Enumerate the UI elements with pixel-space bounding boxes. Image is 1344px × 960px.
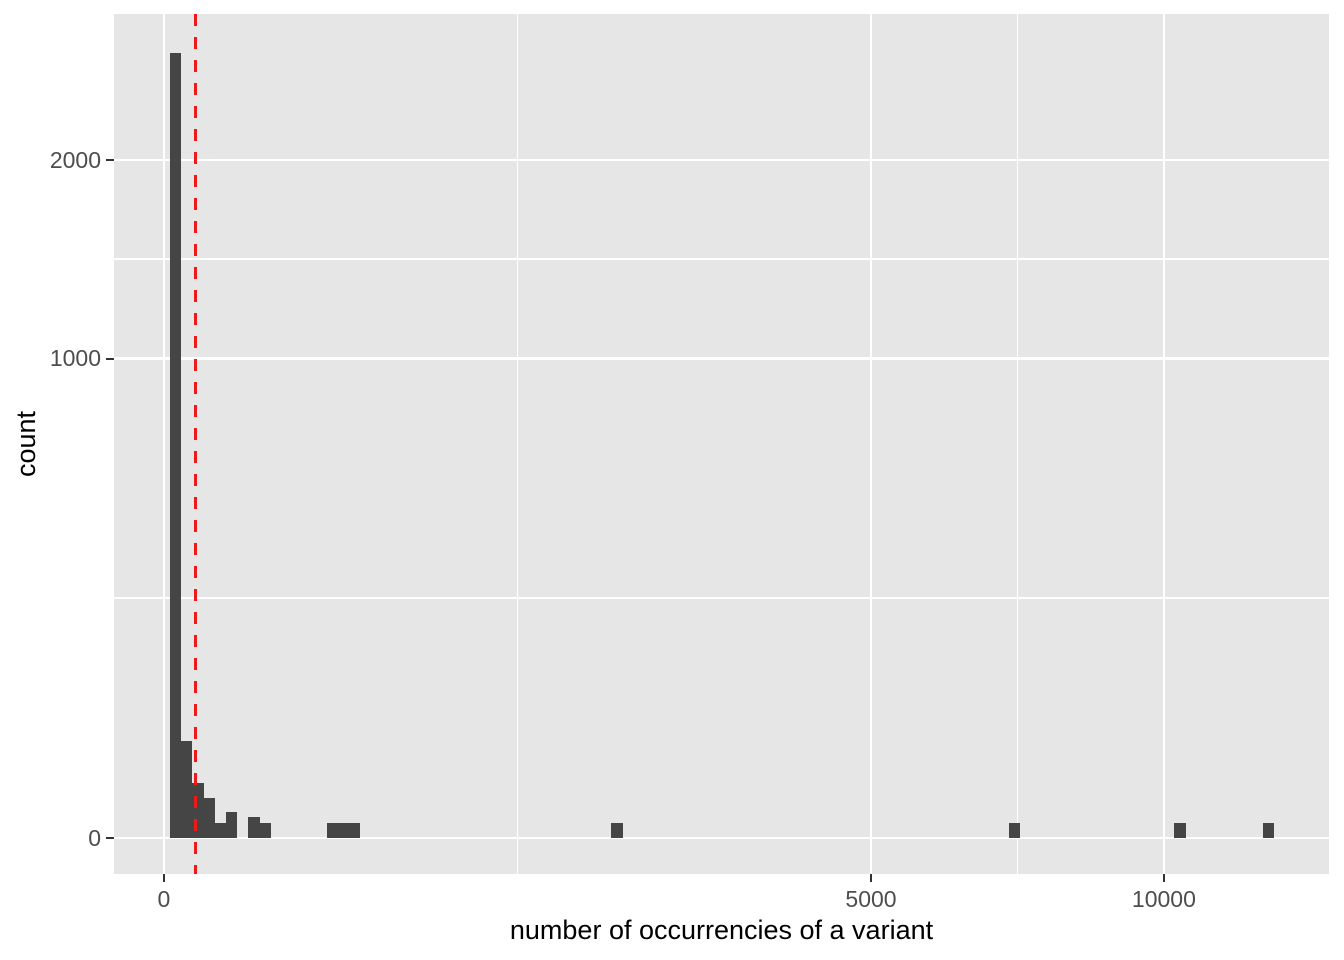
histogram-bar (248, 816, 260, 838)
plot-panel (114, 14, 1329, 874)
histogram-bar (192, 783, 204, 838)
x-tick-mark (162, 874, 165, 882)
histogram-bar (349, 822, 361, 838)
x-major-gridline (1162, 14, 1166, 874)
histogram-bar (337, 822, 350, 838)
threshold-line (193, 14, 198, 874)
y-tick-label: 1000 (49, 345, 101, 372)
x-tick-label: 5000 (845, 886, 897, 912)
y-tick-label: 2000 (49, 146, 101, 173)
y-major-gridline (114, 357, 1329, 360)
y-minor-gridline (114, 597, 1329, 600)
histogram-bar (1262, 822, 1274, 838)
x-tick-mark (870, 874, 872, 882)
x-major-gridline (162, 14, 166, 874)
histogram-bar (611, 822, 623, 838)
y-tick-label: 0 (88, 824, 101, 851)
y-axis-title: count (11, 410, 41, 478)
histogram-bar (181, 740, 193, 838)
histogram-bar (1174, 822, 1186, 838)
y-major-gridline (114, 836, 1329, 840)
histogram-bar (326, 822, 338, 838)
y-tick-mark (106, 837, 114, 839)
x-minor-gridline (1016, 14, 1019, 874)
x-tick-mark (1162, 874, 1165, 882)
histogram-bar (259, 822, 271, 838)
x-major-gridline (869, 14, 873, 874)
x-tick-label: 0 (157, 886, 171, 912)
y-tick-mark (106, 357, 114, 360)
histogram-bar (1008, 822, 1021, 838)
histogram-bar (170, 53, 182, 838)
histogram-bar (203, 797, 215, 838)
histogram-bar (214, 822, 227, 838)
x-tick-label: 10000 (1131, 886, 1196, 912)
y-major-gridline (114, 158, 1329, 162)
y-tick-mark (106, 159, 114, 162)
histogram-bar (226, 811, 238, 838)
x-axis-title: number of occurrencies of a variant (509, 915, 934, 945)
x-minor-gridline (516, 14, 519, 874)
y-minor-gridline (114, 258, 1329, 261)
